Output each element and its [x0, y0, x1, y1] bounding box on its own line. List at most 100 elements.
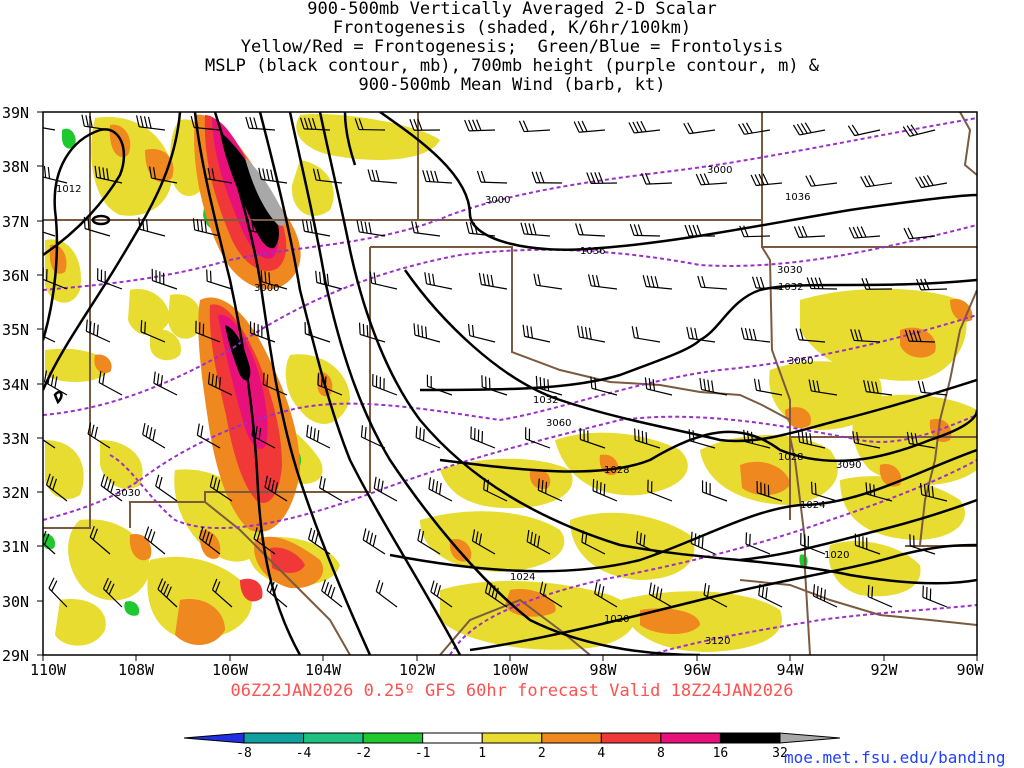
- wind-barb: [464, 119, 496, 132]
- lon-label: 94W: [776, 661, 804, 679]
- colorbar-segment: [719, 732, 781, 744]
- wind-barb: [916, 278, 948, 291]
- wind-barb: [753, 378, 783, 396]
- wind-barb: [699, 377, 728, 396]
- wind-barb: [140, 320, 166, 343]
- wind-barb: [362, 528, 386, 555]
- wind-barb: [863, 380, 893, 396]
- colorbar-segment: [541, 732, 602, 744]
- wind-barb: [483, 477, 508, 502]
- wind-barb: [413, 323, 441, 343]
- wind-barb: [629, 224, 661, 237]
- wind-barb: [647, 479, 673, 502]
- wind-barb: [411, 221, 441, 237]
- mslp-label: 1012: [56, 184, 81, 195]
- lon-label: 106W: [212, 661, 249, 679]
- height-label: 3030: [777, 265, 802, 276]
- colorbar-label: 1: [478, 746, 486, 761]
- wind-barb: [428, 477, 453, 502]
- wind-barb: [43, 528, 56, 555]
- longitude-labels: 110W 108W 106W 104W 102W 100W 98W 96W 94…: [30, 661, 985, 679]
- wind-barb: [586, 172, 618, 185]
- wind-barb: [686, 326, 716, 343]
- wind-barb: [795, 328, 826, 343]
- wind-barb: [422, 170, 453, 184]
- mslp-contours: [43, 112, 977, 655]
- colorbar-segment: [481, 732, 543, 744]
- wind-barb: [808, 379, 838, 396]
- contour-labels: 1012 1036 1036 1032 1032 1028 1028 1024 …: [56, 165, 861, 647]
- height-contours: [43, 117, 977, 655]
- wind-barb: [304, 322, 331, 343]
- lat-label: 36N: [2, 267, 29, 285]
- wind-barb: [138, 217, 166, 237]
- wind-barb: [100, 474, 123, 502]
- wind-barb: [315, 270, 343, 290]
- wind-barb: [520, 222, 551, 237]
- wind-barb: [922, 585, 948, 608]
- wind-barb: [478, 272, 508, 290]
- wind-barb: [587, 274, 618, 290]
- height-label: 3030: [115, 488, 140, 499]
- wind-barb: [135, 115, 166, 131]
- mslp-label: 1036: [785, 192, 810, 203]
- wind-barb: [43, 370, 68, 396]
- credit-link[interactable]: moe.met.fsu.edu/banding: [784, 748, 1006, 767]
- wind-barb: [690, 531, 716, 555]
- lat-label: 29N: [2, 647, 29, 665]
- wind-barb: [467, 324, 496, 343]
- wind-barb: [518, 120, 551, 133]
- wind-barb: [48, 577, 68, 608]
- mslp-label: 1032: [533, 395, 558, 406]
- mslp-label: 1024: [510, 572, 535, 583]
- wind-barb: [249, 321, 276, 343]
- wind-barb: [526, 529, 551, 555]
- wind-barb: [695, 173, 728, 186]
- lon-label: 108W: [118, 661, 155, 679]
- wind-barb: [703, 583, 728, 608]
- wind-barb: [43, 127, 56, 131]
- wind-barb: [904, 329, 936, 343]
- wind-barb: [192, 218, 221, 237]
- wind-barb: [701, 480, 728, 502]
- mslp-label: 1024: [800, 500, 825, 511]
- wind-barb: [476, 170, 508, 184]
- wind-barb: [688, 429, 716, 449]
- chart-title: 900-500mb Vertically Averaged 2-D Scalar…: [0, 0, 1024, 95]
- wind-barb: [644, 377, 673, 396]
- wind-barb: [810, 481, 838, 502]
- wind-barb: [417, 528, 441, 555]
- wind-barb: [579, 427, 606, 449]
- wind-barb: [470, 426, 496, 449]
- lat-label: 34N: [2, 376, 29, 394]
- wind-barb: [865, 482, 893, 502]
- wind-barb: [358, 322, 386, 343]
- wind-barb: [149, 166, 178, 184]
- wind-barb: [797, 430, 826, 449]
- wind-barb: [909, 534, 936, 555]
- wind-barb: [697, 275, 728, 290]
- axis-ticks: [37, 111, 978, 661]
- mslp-label: 1028: [604, 465, 629, 476]
- wind-barb: [533, 273, 563, 290]
- wind-barb: [144, 526, 166, 555]
- height-label: 3060: [546, 418, 571, 429]
- wind-barb: [642, 275, 673, 290]
- wind-barb: [861, 278, 893, 290]
- lat-label: 35N: [2, 321, 29, 339]
- wind-barb: [81, 114, 111, 131]
- wind-barb: [738, 122, 771, 135]
- wind-barb: [153, 371, 178, 396]
- wind-barb: [535, 375, 563, 396]
- wind-barb: [45, 473, 68, 502]
- colorbar-label: -8: [236, 746, 252, 761]
- height-labels: 3000 3000 3000 3030 3030 3060 3060 3090 …: [115, 165, 861, 647]
- wind-barb: [902, 124, 936, 137]
- wind-barb: [745, 532, 771, 555]
- wind-barb: [102, 577, 123, 608]
- title-line-4: MSLP (black contour, mb), 700mb height (…: [204, 56, 820, 76]
- wind-barb: [190, 116, 221, 131]
- lat-label: 30N: [2, 593, 29, 611]
- wind-barb: [151, 268, 178, 290]
- colorbar: -8 -4 -2 -1 1 2 4 8 16 32: [183, 732, 841, 761]
